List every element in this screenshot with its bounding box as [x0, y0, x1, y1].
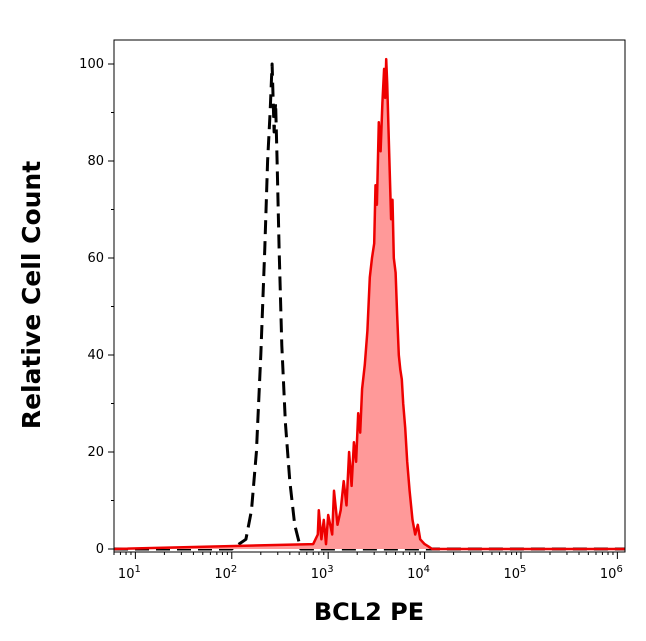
series-layer — [113, 57, 625, 551]
x-tick-label: 105 — [504, 564, 527, 582]
y-tick-label: 20 — [87, 445, 104, 460]
x-tick-label: 102 — [214, 564, 237, 582]
x-tick-label: 104 — [407, 564, 430, 582]
x-tick-label: 101 — [118, 564, 141, 582]
y-tick-label: 60 — [87, 251, 104, 266]
y-axis-title: Relative Cell Count — [17, 161, 46, 429]
y-tick-label: 80 — [87, 154, 104, 169]
x-tick-label: 106 — [600, 564, 623, 582]
series-2-line — [113, 57, 625, 551]
plot-frame — [113, 39, 626, 553]
axes-layer: 0 20 40 60 80 100 101 102 103 104 105 106 — [79, 57, 623, 582]
y-tick-label: 40 — [87, 348, 104, 363]
x-axis-title: BCL2 PE — [314, 598, 424, 626]
x-tick-label: 103 — [311, 564, 334, 582]
y-tick-label: 100 — [79, 57, 104, 72]
y-tick-label: 0 — [96, 542, 104, 557]
